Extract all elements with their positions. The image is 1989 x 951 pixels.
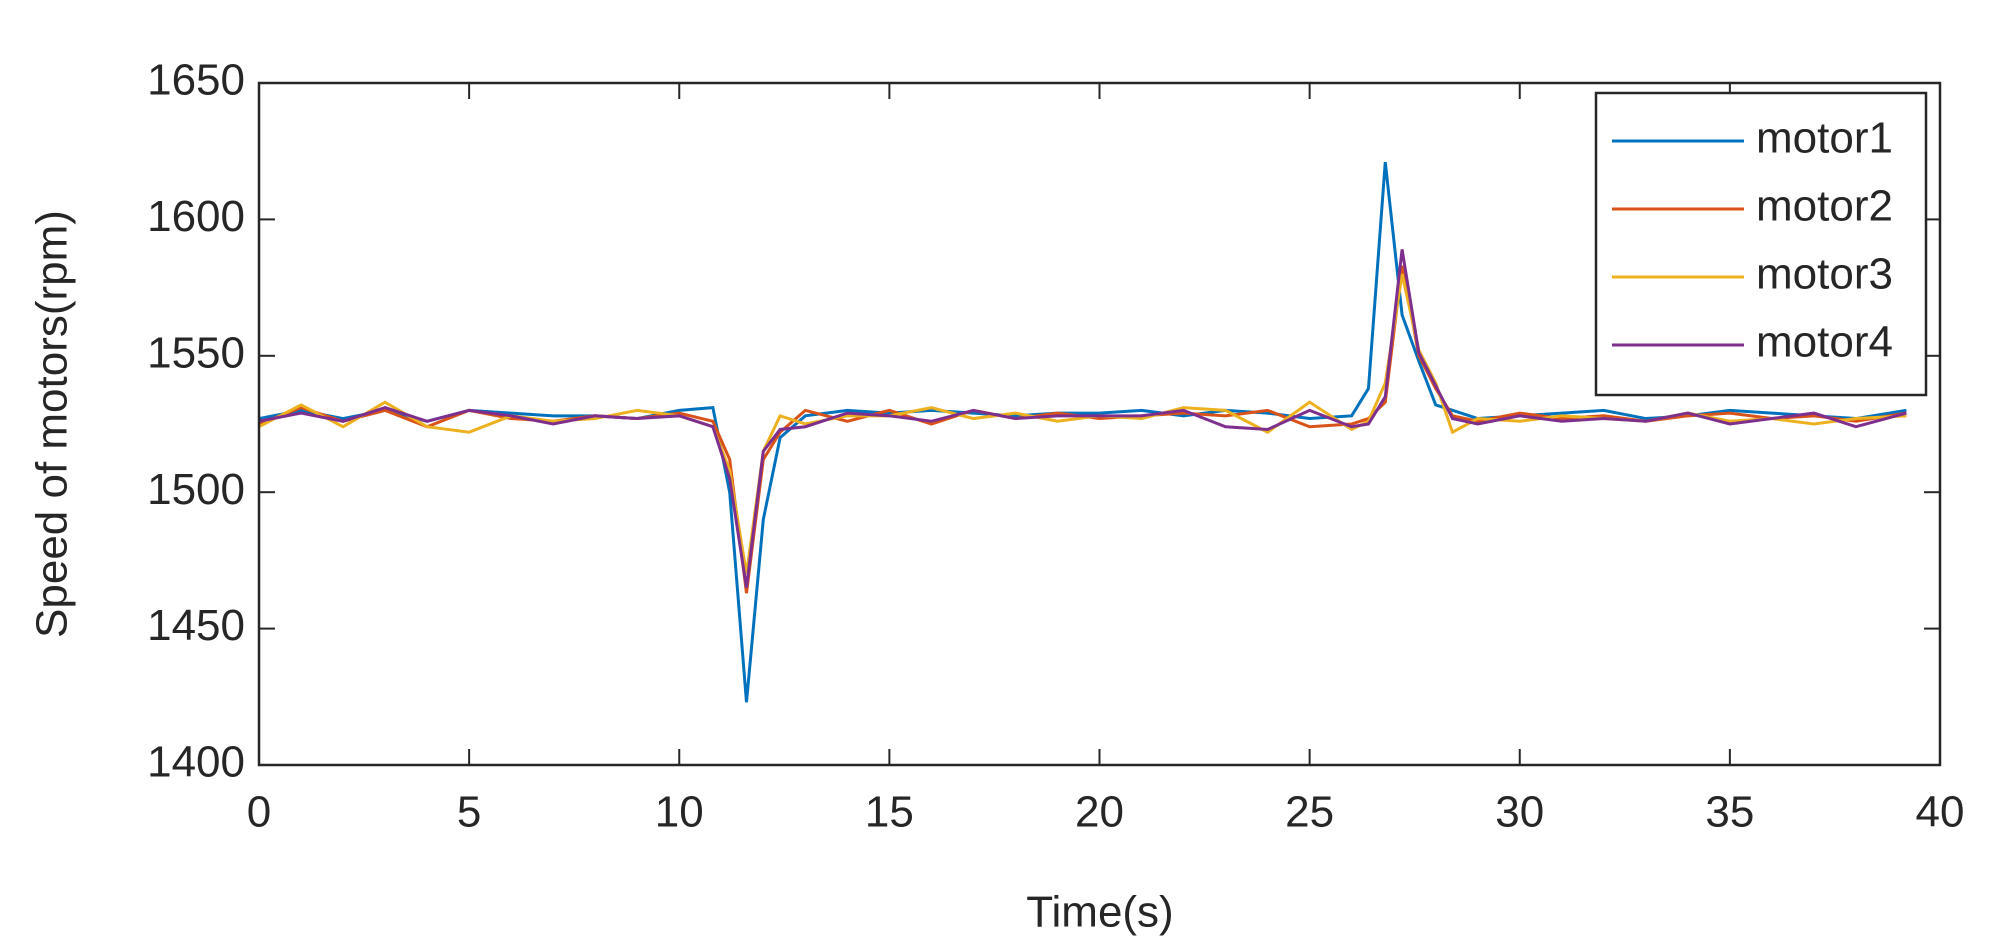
series-line (258, 161, 1907, 703)
series-line (258, 249, 1907, 588)
plot-frame (257, 81, 1942, 767)
legend-label: motor4 (1756, 318, 1893, 367)
x-tick-label: 15 (865, 788, 914, 837)
x-tick-label: 5 (457, 788, 481, 837)
y-tick-label: 1400 (147, 738, 245, 787)
x-tick-label: 30 (1495, 788, 1544, 837)
x-tick-label: 0 (247, 788, 271, 837)
x-tick-label: 25 (1285, 788, 1334, 837)
legend: motor1 motor2 motor3 motor4 (1594, 91, 1928, 397)
y-tick-label: 1650 (147, 56, 245, 105)
y-tick-label: 1450 (147, 601, 245, 650)
legend-label: motor2 (1756, 182, 1893, 231)
y-tick-label: 1500 (147, 465, 245, 514)
legend-label: motor3 (1756, 250, 1893, 299)
x-axis-label: Time(s) (1026, 888, 1173, 937)
y-axis-label: Speed of motors(rpm) (28, 210, 77, 638)
x-tick-label: 10 (655, 788, 704, 837)
x-tick-label: 35 (1705, 788, 1754, 837)
y-tick-label: 1550 (147, 328, 245, 377)
y-tick-label: 1600 (147, 192, 245, 241)
x-tick-label: 40 (1916, 788, 1965, 837)
legend-label: motor1 (1756, 114, 1893, 163)
x-tick-label: 20 (1075, 788, 1124, 837)
